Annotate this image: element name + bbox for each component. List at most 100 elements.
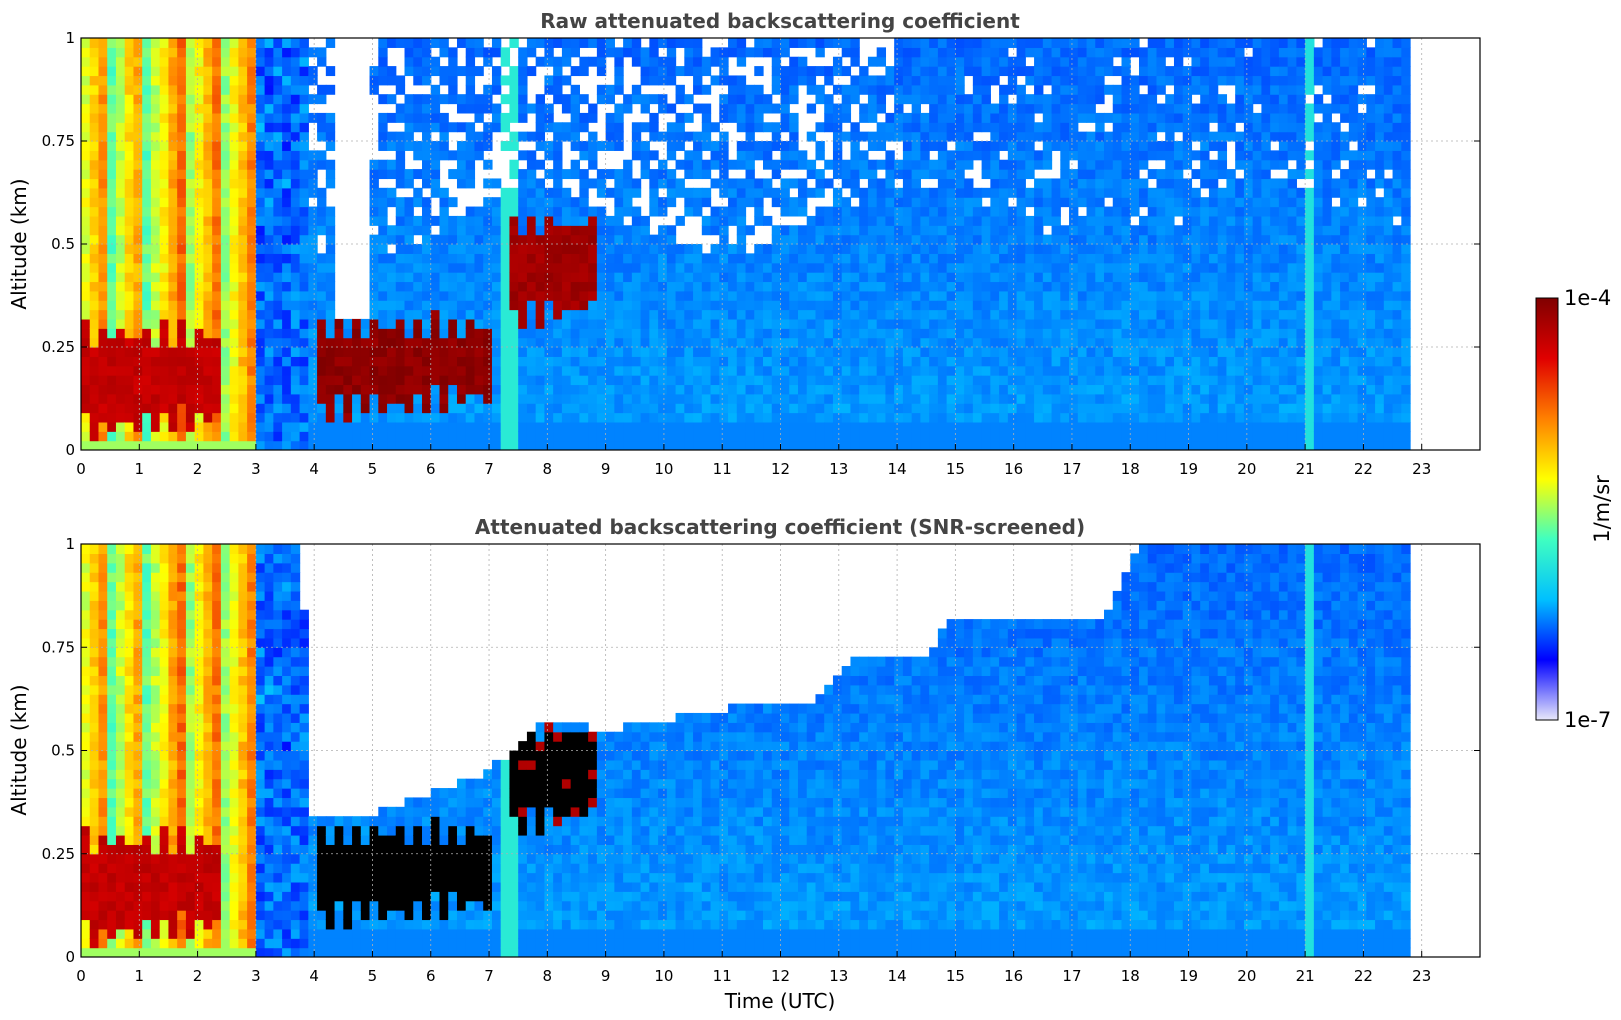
heatmap-cell — [780, 112, 790, 123]
heatmap-cell — [920, 225, 930, 236]
heatmap-cell — [1121, 169, 1131, 180]
heatmap-cell — [299, 47, 309, 58]
heatmap-cell — [911, 290, 921, 301]
heatmap-cell — [736, 103, 747, 114]
heatmap-cell — [719, 103, 729, 114]
heatmap-cell — [395, 347, 406, 357]
heatmap-cell — [387, 384, 397, 395]
heatmap-cell — [325, 178, 336, 189]
heatmap-cell — [185, 215, 196, 226]
heatmap-cell — [684, 318, 694, 329]
heatmap-cell — [955, 131, 965, 142]
heatmap-cell — [658, 328, 668, 339]
heatmap-cell — [107, 421, 117, 432]
heatmap-cell — [1182, 337, 1193, 348]
heatmap-cell — [946, 206, 956, 217]
heatmap-cell — [658, 131, 668, 142]
heatmap-cell — [1060, 365, 1070, 376]
heatmap-cell — [247, 215, 257, 226]
heatmap-cell — [1121, 103, 1131, 114]
heatmap-cell — [413, 309, 423, 320]
heatmap-cell — [360, 347, 371, 357]
heatmap-cell — [1121, 225, 1131, 236]
heatmap-cell — [666, 328, 677, 339]
heatmap-cell — [1016, 178, 1026, 189]
heatmap-cell — [920, 375, 930, 386]
heatmap-cell — [841, 309, 852, 320]
heatmap-cell — [422, 103, 432, 114]
heatmap-cell — [422, 131, 432, 142]
heatmap-cell — [185, 440, 196, 450]
heatmap-cell — [623, 187, 633, 198]
heatmap-cell — [815, 244, 825, 254]
heatmap-cell — [1138, 197, 1149, 208]
heatmap-cell — [474, 281, 484, 292]
heatmap-cell — [614, 318, 624, 329]
heatmap-cell — [98, 112, 108, 123]
heatmap-cell — [1060, 131, 1070, 142]
heatmap-cell — [710, 150, 720, 161]
heatmap-cell — [946, 56, 956, 67]
heatmap-cell — [1138, 262, 1149, 273]
heatmap-cell — [789, 300, 799, 311]
heatmap-cell — [1095, 234, 1105, 245]
heatmap-cell — [946, 122, 956, 133]
heatmap-cell — [1112, 47, 1123, 58]
heatmap-cell — [1182, 197, 1193, 208]
heatmap-cell — [150, 122, 161, 133]
heatmap-cell — [185, 38, 196, 48]
heatmap-cell — [623, 337, 633, 348]
heatmap-cell — [150, 103, 161, 114]
heatmap-cell — [990, 47, 1000, 58]
heatmap-cell — [658, 412, 668, 423]
heatmap-cell — [806, 403, 817, 414]
heatmap-cell — [456, 103, 467, 114]
heatmap-cell — [929, 440, 939, 450]
heatmap-cell — [780, 375, 790, 386]
heatmap-cell — [1095, 421, 1105, 432]
heatmap-cell — [561, 281, 572, 292]
heatmap-cell — [728, 206, 738, 217]
heatmap-cell — [1147, 187, 1158, 198]
heatmap-cell — [1191, 309, 1201, 320]
heatmap-cell — [1069, 421, 1079, 432]
heatmap-cell — [789, 178, 799, 189]
heatmap-cell — [448, 150, 458, 161]
heatmap-cell — [902, 206, 913, 217]
heatmap-cell — [1104, 281, 1114, 292]
heatmap-cell — [491, 393, 502, 404]
heatmap-cell — [920, 56, 930, 67]
heatmap-cell — [553, 84, 563, 95]
heatmap-cell — [465, 356, 476, 367]
heatmap-cell — [666, 309, 677, 320]
heatmap-cell — [1060, 300, 1070, 311]
heatmap-cell — [658, 403, 668, 414]
heatmap-cell — [168, 94, 178, 105]
heatmap-cell — [98, 225, 108, 236]
heatmap-cell — [203, 56, 213, 67]
heatmap-cell — [1104, 215, 1114, 226]
heatmap-cell — [1095, 66, 1105, 77]
heatmap-cell — [859, 215, 869, 226]
heatmap-cell — [780, 122, 790, 133]
heatmap-cell — [658, 375, 668, 386]
heatmap-cell — [535, 131, 546, 142]
heatmap-cell — [465, 159, 476, 170]
heatmap-cell — [395, 206, 406, 217]
heatmap-cell — [115, 421, 126, 432]
heatmap-cell — [710, 393, 720, 404]
heatmap-cell — [972, 244, 983, 254]
heatmap-cell — [465, 84, 476, 95]
heatmap-cell — [902, 225, 913, 236]
heatmap-cell — [194, 47, 205, 58]
heatmap-cell — [1060, 262, 1070, 273]
heatmap-cell — [203, 94, 213, 105]
heatmap-cell — [902, 169, 913, 180]
heatmap-cell — [754, 318, 764, 329]
heatmap-cell — [981, 187, 991, 198]
heatmap-cell — [701, 225, 712, 236]
heatmap-cell — [1095, 318, 1105, 329]
heatmap-cell — [797, 290, 808, 301]
heatmap-cell — [1086, 440, 1096, 450]
heatmap-cell — [430, 66, 441, 77]
